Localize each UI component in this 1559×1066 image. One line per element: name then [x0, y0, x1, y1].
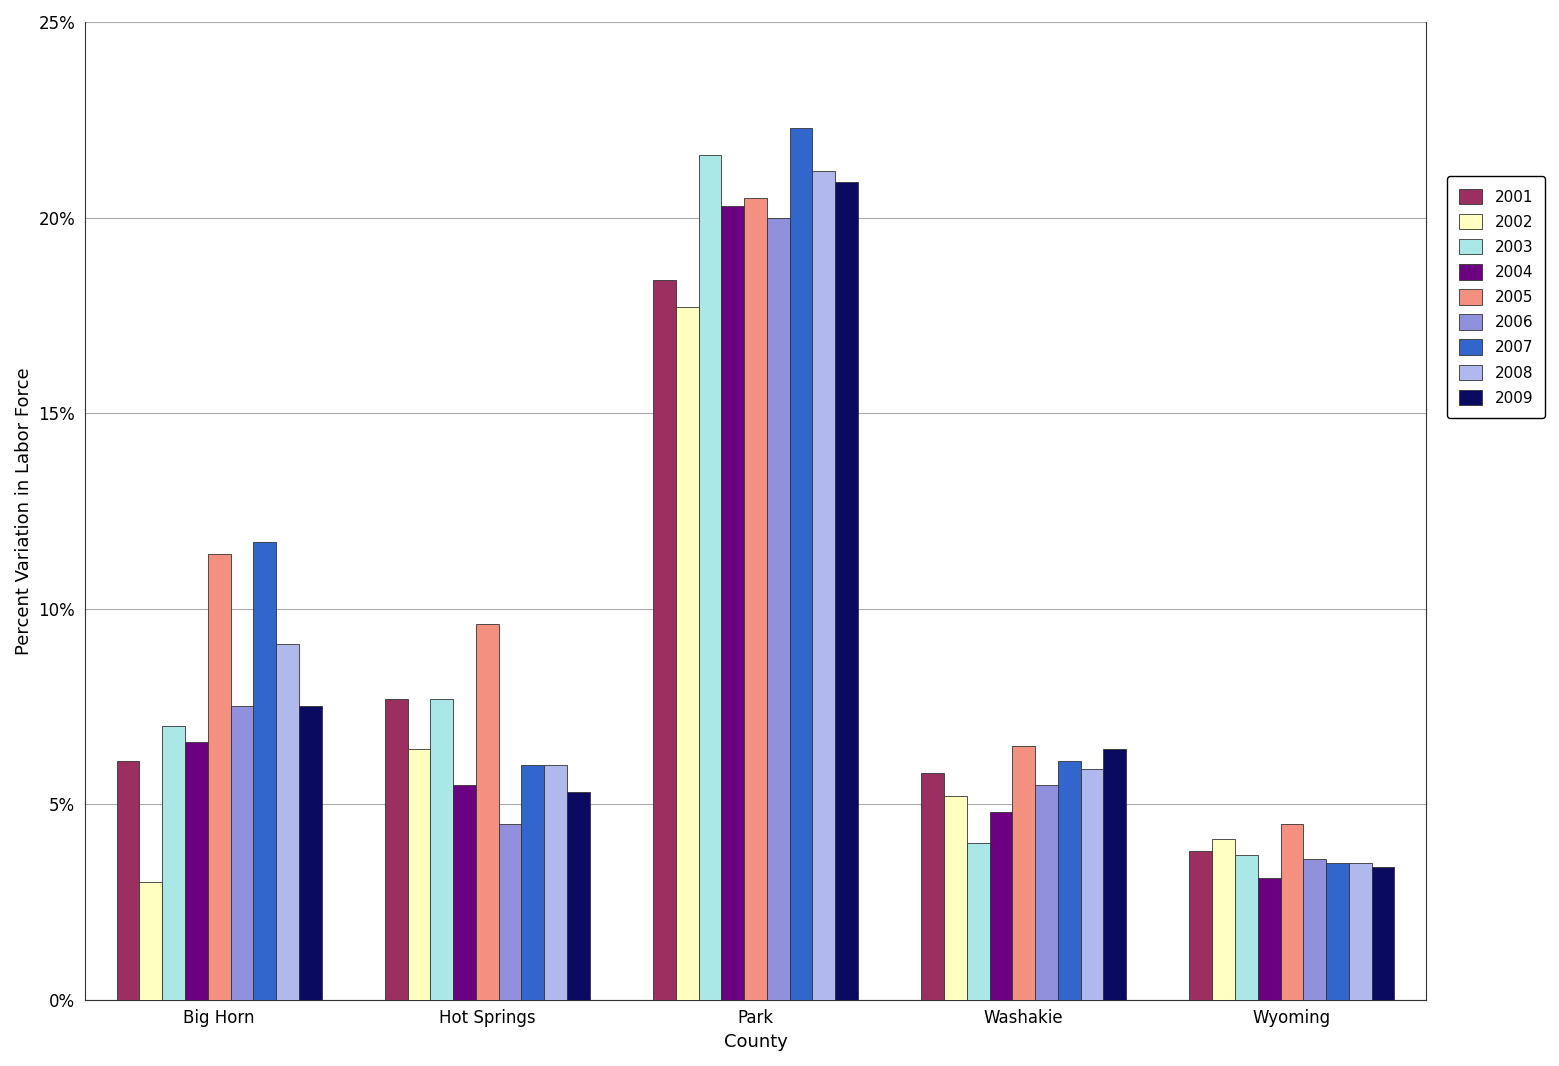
Y-axis label: Percent Variation in Labor Force: Percent Variation in Labor Force — [16, 367, 33, 655]
Legend: 2001, 2002, 2003, 2004, 2005, 2006, 2007, 2008, 2009: 2001, 2002, 2003, 2004, 2005, 2006, 2007… — [1447, 176, 1545, 418]
Bar — [812, 171, 836, 1000]
Bar — [454, 785, 475, 1000]
Bar — [231, 707, 253, 1000]
Bar — [186, 742, 207, 1000]
Bar — [499, 824, 522, 1000]
Bar — [1280, 824, 1303, 1000]
Bar — [1104, 749, 1126, 1000]
Bar — [1327, 862, 1349, 1000]
Bar — [276, 644, 299, 1000]
Bar — [722, 206, 744, 1000]
Bar — [1080, 769, 1104, 1000]
Bar — [1035, 785, 1059, 1000]
Bar — [567, 792, 589, 1000]
Bar — [744, 198, 767, 1000]
Bar — [1235, 855, 1258, 1000]
Bar — [475, 625, 499, 1000]
Bar — [1012, 745, 1035, 1000]
Bar — [1349, 862, 1372, 1000]
X-axis label: County: County — [723, 1033, 787, 1051]
Bar — [698, 155, 722, 1000]
Bar — [522, 765, 544, 1000]
Bar — [1258, 878, 1280, 1000]
Bar — [677, 307, 698, 1000]
Bar — [921, 773, 945, 1000]
Bar — [945, 796, 967, 1000]
Bar — [1059, 761, 1080, 1000]
Bar — [790, 128, 812, 1000]
Bar — [1213, 839, 1235, 1000]
Bar — [544, 765, 567, 1000]
Bar — [1190, 851, 1213, 1000]
Bar — [162, 726, 186, 1000]
Bar — [139, 883, 162, 1000]
Bar — [967, 843, 990, 1000]
Bar — [653, 280, 677, 1000]
Bar — [836, 182, 857, 1000]
Bar — [767, 217, 790, 1000]
Bar — [1372, 867, 1394, 1000]
Bar — [207, 554, 231, 1000]
Bar — [385, 698, 407, 1000]
Bar — [407, 749, 430, 1000]
Bar — [1303, 859, 1327, 1000]
Bar — [299, 707, 321, 1000]
Bar — [117, 761, 139, 1000]
Bar — [430, 698, 454, 1000]
Bar — [990, 812, 1012, 1000]
Bar — [253, 543, 276, 1000]
